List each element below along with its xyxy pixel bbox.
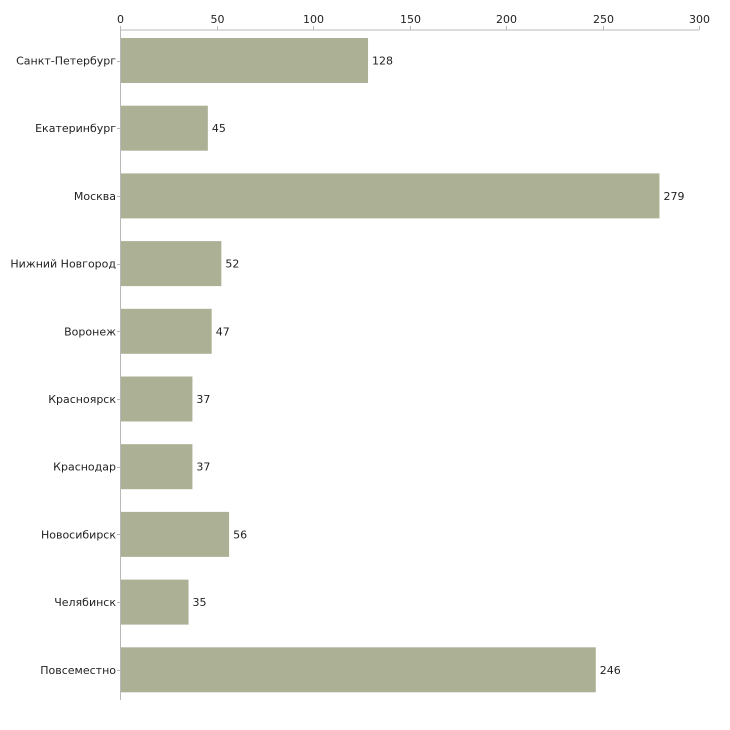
bar [121,105,208,151]
bar-value-label: 47 [216,325,230,338]
x-tick-label: 50 [211,13,225,26]
bar [121,376,193,422]
bar [121,308,212,354]
bar [121,173,660,219]
bar [121,511,230,557]
category-label: Екатеринбург [35,122,116,135]
bar-value-label: 37 [196,461,210,474]
bar [121,444,193,490]
bar-value-label: 35 [193,596,207,609]
x-tick-label: 200 [496,13,517,26]
x-tick-label: 250 [593,13,614,26]
category-labels: Санкт-Петербург Екатеринбург Москва Нижний … [10,55,120,677]
bar-value-label: 45 [212,122,226,135]
category-label: Повсеместно [40,664,116,677]
category-label: Воронеж [64,325,116,338]
bar [121,647,596,693]
x-tick-label: 150 [400,13,421,26]
category-label: Москва [74,190,116,203]
bar [121,241,222,287]
x-tick-label: 100 [303,13,324,26]
bar-value-label: 128 [372,55,393,68]
bar-value-label: 246 [600,664,621,677]
category-label: Новосибирск [41,528,116,541]
x-tick-label: 300 [689,13,710,26]
category-label: Челябинск [54,596,116,609]
bar-value-label: 52 [225,258,239,271]
bar [121,579,189,625]
category-label: Краснодар [53,461,116,474]
category-label: Красноярск [48,393,116,406]
category-label: Нижний Новгород [10,258,116,271]
bar-value-label: 279 [663,190,684,203]
bar-value-label: 56 [233,528,247,541]
bar-value-label: 37 [196,393,210,406]
bar [121,38,369,83]
x-axis: 0 50 100 150 200 250 300 [117,13,710,700]
category-label: Санкт-Петербург [16,55,116,68]
x-tick-label: 0 [117,13,124,26]
bars-group: 128 45 279 52 47 37 37 56 35 246 [121,38,684,693]
